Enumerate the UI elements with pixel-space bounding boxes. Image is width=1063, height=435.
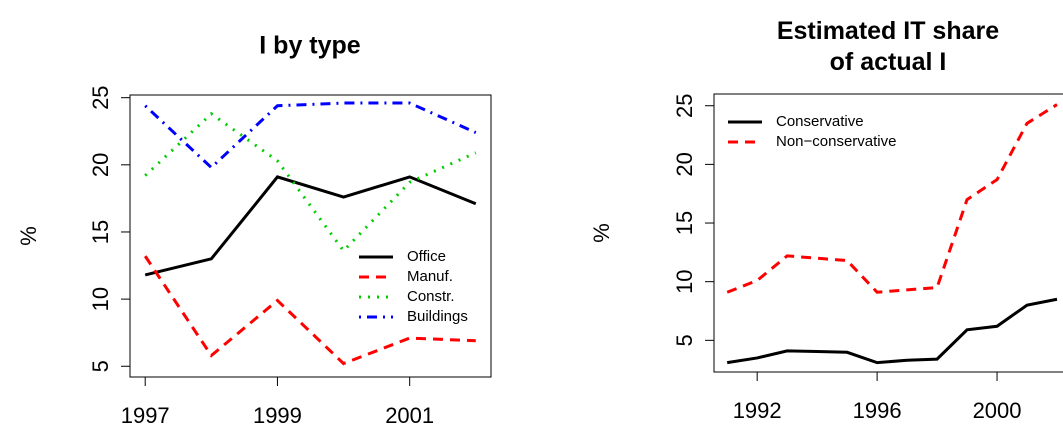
- chart-panel: Estimated IT share of actual I% 5 10 15 20 25 1…: [589, 17, 1063, 423]
- series-line: [144, 101, 477, 170]
- y-tick-label: 15: [88, 220, 113, 244]
- x-tick-label: 1992: [733, 398, 782, 423]
- legend: Conservative Non−conservative: [728, 113, 896, 150]
- plot-frame: [129, 94, 492, 378]
- x-tick-label: 1997: [121, 403, 170, 428]
- chart-title: I by type: [259, 32, 361, 60]
- legend-label: Manuf.: [407, 268, 453, 285]
- plot-frame: [713, 93, 1063, 373]
- legend-label: Office: [407, 248, 446, 265]
- series-line: [726, 103, 1058, 294]
- chart-panel: I by type% 5 10 15 20 25 1997 1999 2001 Office Man…: [16, 32, 492, 428]
- y-tick-label: 5: [672, 334, 697, 346]
- legend-label: Conservative: [776, 113, 864, 130]
- legend: Office Manuf. Constr. Buildings: [359, 248, 468, 325]
- series-line: [143, 255, 476, 366]
- series-line: [144, 175, 477, 277]
- legend-label: Buildings: [407, 308, 468, 325]
- series-line: [726, 297, 1058, 365]
- y-tick-label: 10: [672, 269, 697, 293]
- x-tick-label: 1996: [853, 398, 902, 423]
- x-tick-label: 2000: [973, 398, 1022, 423]
- x-tick-label: 2001: [385, 403, 434, 428]
- x-tick-label: 1999: [253, 403, 302, 428]
- legend-label: Constr.: [407, 288, 455, 305]
- y-tick-label: 25: [672, 93, 697, 117]
- y-tick-label: 10: [88, 287, 113, 311]
- legend-label: Non−conservative: [776, 133, 896, 150]
- y-tick-label: 20: [672, 152, 697, 176]
- y-axis-label: %: [589, 223, 614, 243]
- y-tick-label: 20: [88, 153, 113, 177]
- chart-title: Estimated IT share of actual I: [777, 17, 999, 76]
- y-tick-label: 15: [672, 211, 697, 235]
- y-tick-label: 5: [88, 360, 113, 372]
- y-axis-label: %: [16, 226, 41, 246]
- y-tick-label: 25: [88, 85, 113, 109]
